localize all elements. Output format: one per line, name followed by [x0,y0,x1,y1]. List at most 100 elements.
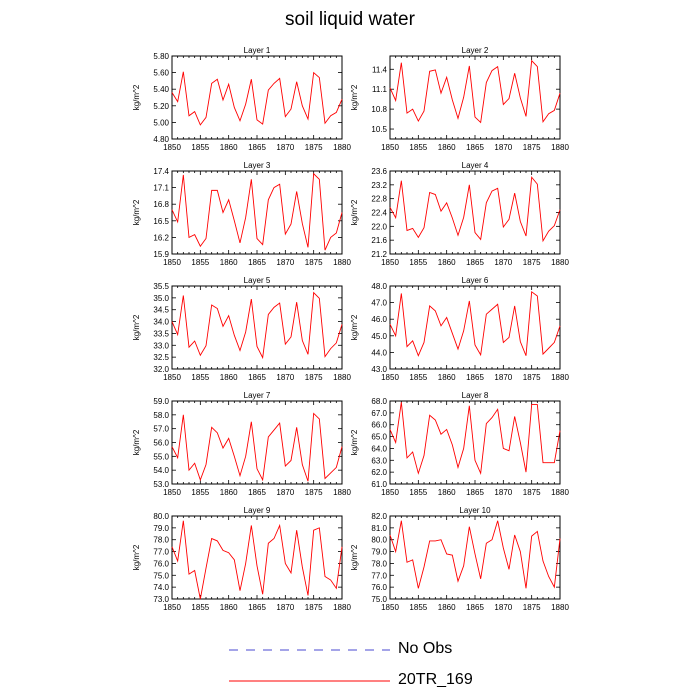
layer-9-ytick-label: 74.0 [153,583,169,592]
layer-9-xtick-label: 1860 [220,603,238,612]
layer-3-ytick-label: 17.4 [153,167,169,176]
layer-10-xtick-label: 1875 [523,603,541,612]
layer-3-xtick-label: 1850 [163,258,181,267]
layer-7-ytick-label: 54.0 [153,466,169,475]
layer-6-xtick-label: 1850 [381,373,399,382]
layer-5-ylabel: kg/m^2 [132,314,141,340]
layer-9-ytick-label: 80.0 [153,512,169,521]
layer-2-xtick-label: 1860 [438,143,456,152]
layer-4-title: Layer 4 [462,161,489,170]
layer-2-ylabel: kg/m^2 [350,84,359,110]
layer-8-series-line [389,402,561,476]
layer-7-ytick-label: 57.0 [153,425,169,434]
layer-1-ytick-label: 4.80 [153,135,169,144]
layer-9-ytick-label: 79.0 [153,524,169,533]
layer-9-xtick-label: 1855 [191,603,209,612]
layer-7-ytick-label: 56.0 [153,439,169,448]
layer-6-xtick-label: 1875 [523,373,541,382]
layer-10-ytick-label: 79.0 [371,548,387,557]
layer-8-ytick-label: 64.0 [371,444,387,453]
layer-7-xtick-label: 1865 [248,488,266,497]
layer-8-xtick-label: 1880 [551,488,569,497]
layer-1-ytick-label: 5.80 [153,52,169,61]
layer-1-xtick-label: 1870 [276,143,294,152]
layer-1-title: Layer 1 [244,46,271,55]
layer-8-ytick-label: 65.0 [371,433,387,442]
layer-6-xtick-label: 1870 [494,373,512,382]
layer-10-xtick-label: 1880 [551,603,569,612]
layer-6-ylabel: kg/m^2 [350,314,359,340]
layer-4-ytick-label: 23.6 [371,167,387,176]
layer-2-xtick-label: 1875 [523,143,541,152]
layer-3-ytick-label: 17.1 [153,184,169,193]
layer-2-ytick-label: 10.8 [371,105,387,114]
layer-6-xtick-label: 1865 [466,373,484,382]
layer-4-xtick-label: 1880 [551,258,569,267]
layer-10-xtick-label: 1860 [438,603,456,612]
layer-1-xtick-label: 1865 [248,143,266,152]
layer-3-frame [171,170,343,255]
layer-4-xtick-label: 1870 [494,258,512,267]
layer-9-ytick-label: 73.0 [153,595,169,604]
layer-5-xtick-label: 1865 [248,373,266,382]
layer-4-ytick-label: 23.2 [371,181,387,190]
layer-5-title: Layer 5 [244,276,271,285]
layer-8-ytick-label: 67.0 [371,409,387,418]
layer-5-series-line [171,291,343,360]
layer-10-ytick-label: 77.0 [371,571,387,580]
layer-8-xtick-label: 1860 [438,488,456,497]
layer-9-xtick-label: 1865 [248,603,266,612]
layer-4-xtick-label: 1865 [466,258,484,267]
layer-5-ytick-label: 32.5 [153,353,169,362]
layer-8-ylabel: kg/m^2 [350,429,359,455]
layer-9-series-line [171,520,343,600]
layer-3-ytick-label: 16.8 [153,200,169,209]
layer-10-ytick-label: 76.0 [371,583,387,592]
layer-6-ytick-label: 45.0 [371,332,387,341]
layer-5-ytick-label: 35.5 [153,282,169,291]
layer-8-ytick-label: 66.0 [371,421,387,430]
layer-7-xtick-label: 1870 [276,488,294,497]
layer-9-xtick-label: 1870 [276,603,294,612]
layer-2-ytick-label: 10.5 [371,125,387,134]
layer-5-xtick-label: 1860 [220,373,238,382]
layer-4-frame [389,170,561,255]
layer-6-frame [389,285,561,370]
layer-9-xtick-label: 1850 [163,603,181,612]
layer-4-xtick-label: 1855 [409,258,427,267]
layer-8-frame [389,400,561,485]
legend-label-no-obs: No Obs [398,640,453,657]
layer-7-xtick-label: 1860 [220,488,238,497]
layer-9-title: Layer 9 [244,506,271,515]
layer-10-ytick-label: 82.0 [371,512,387,521]
layer-8-xtick-label: 1865 [466,488,484,497]
layer-1-ytick-label: 5.20 [153,102,169,111]
layer-3-ylabel: kg/m^2 [132,199,141,225]
layer-2-ytick-label: 11.1 [372,85,388,94]
layer-6-series-line [389,290,561,357]
layer-7-ytick-label: 55.0 [153,452,169,461]
layer-9-ytick-label: 76.0 [153,559,169,568]
layer-3-xtick-label: 1875 [305,258,323,267]
layer-6-ytick-label: 43.0 [371,365,387,374]
layer-1-xtick-label: 1880 [333,143,351,152]
layer-2-xtick-label: 1855 [409,143,427,152]
layer-7-series-line [171,412,343,482]
layer-8-ytick-label: 62.0 [371,468,387,477]
layer-8-ytick-label: 68.0 [371,397,387,406]
layer-10-ytick-label: 80.0 [371,536,387,545]
layer-6-xtick-label: 1880 [551,373,569,382]
layer-4-ytick-label: 21.6 [371,236,387,245]
layer-10-ytick-label: 75.0 [371,595,387,604]
layer-5-xtick-label: 1855 [191,373,209,382]
layer-10-frame [389,515,561,600]
layer-3-xtick-label: 1870 [276,258,294,267]
layer-3-title: Layer 3 [244,161,271,170]
layer-6-title: Layer 6 [462,276,489,285]
layer-1-frame [171,55,343,140]
layer-8-ytick-label: 63.0 [371,456,387,465]
layer-4-xtick-label: 1860 [438,258,456,267]
layer-7-xtick-label: 1850 [163,488,181,497]
layer-1-xtick-label: 1850 [163,143,181,152]
layer-7-xtick-label: 1880 [333,488,351,497]
